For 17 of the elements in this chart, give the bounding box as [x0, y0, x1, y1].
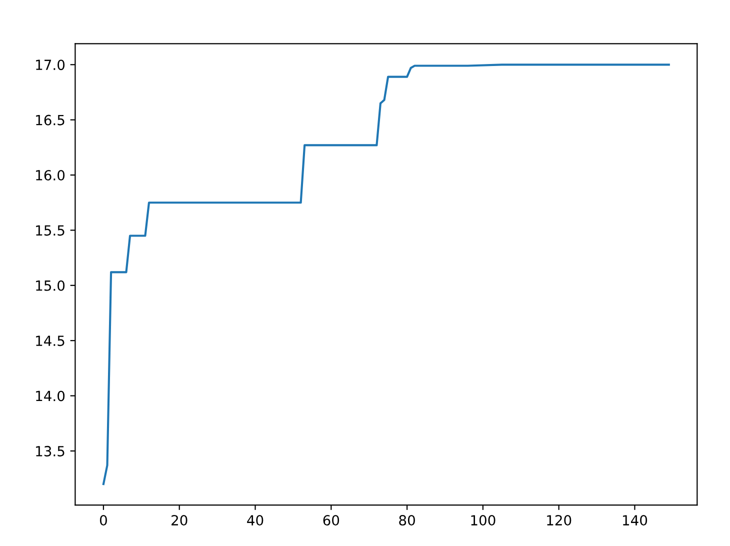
y-tick-label: 14.5	[36, 336, 64, 346]
y-tick-label: 16.5	[36, 114, 64, 126]
x-tick-label: 20	[172, 515, 188, 526]
y-tick-label: 13.5	[36, 446, 64, 456]
x-tick-label: 140	[622, 515, 648, 526]
y-tick-label: 17.0	[36, 60, 65, 70]
x-tick-label: 120	[547, 515, 572, 526]
x-tick-label: 100	[471, 515, 496, 526]
y-tick-label: 14.0	[36, 390, 65, 402]
y-tick-label: 16.0	[36, 170, 65, 180]
x-tick-label: 60	[323, 515, 340, 526]
y-tick-label: 15.0	[36, 280, 65, 291]
y-tick-label: 15.5	[36, 225, 64, 236]
x-tick-label: 40	[247, 515, 264, 526]
line-series	[102, 64, 670, 486]
x-tick-label: 0	[100, 515, 107, 526]
x-tick-label: 80	[399, 515, 415, 526]
